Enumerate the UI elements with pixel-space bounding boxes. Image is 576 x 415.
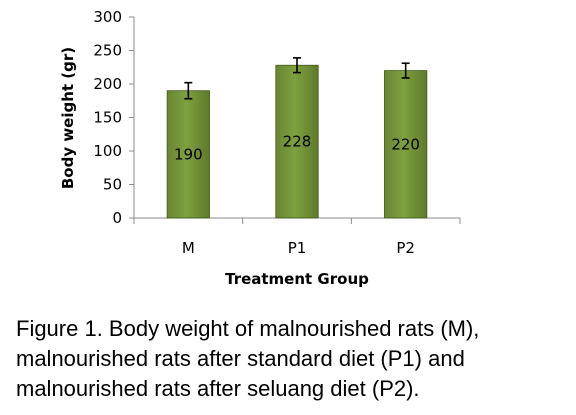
bar-chart: 0 50 100 150 200 250 300 190 228 220 M P1 P2 Treat… <box>59 8 461 288</box>
caption-line: malnourished rats after standard diet (P… <box>16 346 465 371</box>
figure-caption: Figure 1. Body weight of malnourished ra… <box>16 314 572 404</box>
x-axis-title: Treatment Group <box>225 270 369 288</box>
data-label: 228 <box>283 133 312 151</box>
y-axis-title: Body weight (gr) <box>59 47 77 189</box>
caption-line: malnourished rats after seluang diet (P2… <box>16 376 420 401</box>
bar-p1 <box>275 64 319 219</box>
data-label: 220 <box>391 135 420 153</box>
y-tick-label: 200 <box>93 75 122 93</box>
y-tick-label: 50 <box>103 176 122 194</box>
bar-m <box>166 90 210 219</box>
y-tick-label: 150 <box>93 109 122 127</box>
y-tick-label: 100 <box>93 142 122 160</box>
x-tick-label: M <box>182 239 195 257</box>
y-tick-label: 300 <box>93 8 122 26</box>
y-tick-label: 250 <box>93 42 122 60</box>
bar-p2 <box>384 70 428 219</box>
x-tick-label: P2 <box>396 239 415 257</box>
x-tick-label: P1 <box>288 239 307 257</box>
y-tick-label: 0 <box>112 209 122 227</box>
data-label: 190 <box>174 145 203 163</box>
caption-line: Figure 1. Body weight of malnourished ra… <box>16 316 480 341</box>
